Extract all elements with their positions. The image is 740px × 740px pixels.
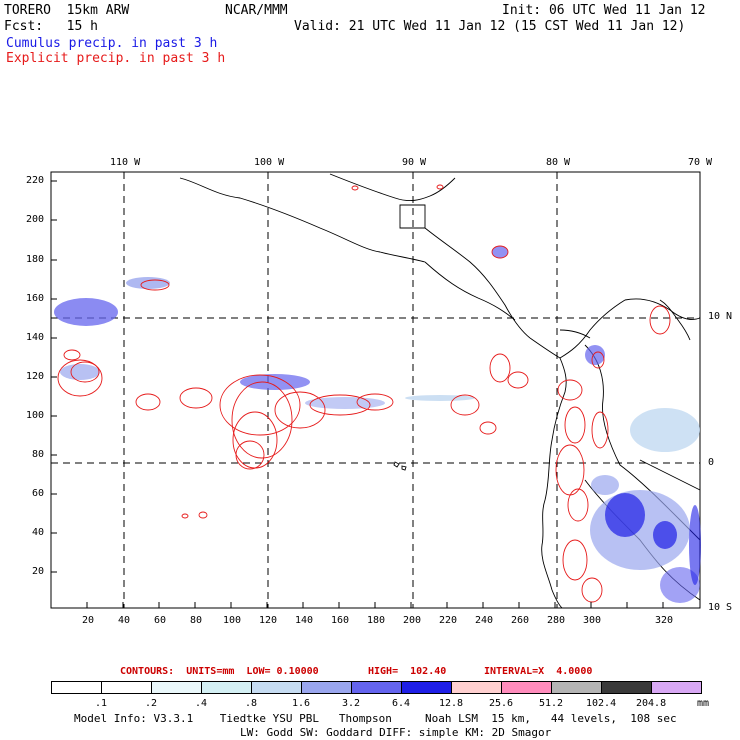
colorbar-label: 204.8 — [636, 698, 667, 709]
colorbar-label: 1.6 — [292, 698, 311, 709]
colorbar-label: 25.6 — [489, 698, 514, 709]
lat-label-10n: 10 N — [708, 311, 733, 322]
contour-high-text: HIGH= 102.40 — [368, 666, 447, 677]
cumulus-label: Cumulus precip. in past 3 h — [6, 36, 218, 51]
contour-units-text: CONTOURS: UNITS=mm LOW= 0.10000 — [120, 666, 319, 677]
cumulus-precip-shading — [54, 246, 701, 603]
colorbar-cell — [251, 681, 302, 694]
colorbar-label: .8 — [245, 698, 258, 709]
x-tick-240: 240 — [475, 615, 494, 626]
init-time: Init: 06 UTC Wed 11 Jan 12 — [502, 3, 706, 18]
x-tick-60: 60 — [154, 615, 167, 626]
x-tick-120: 120 — [259, 615, 278, 626]
graticule — [51, 172, 700, 608]
x-tick-200: 200 — [403, 615, 422, 626]
x-tick-280: 280 — [547, 615, 566, 626]
lon-label-70w: 70 W — [688, 157, 713, 168]
colorbar-cell — [201, 681, 252, 694]
colorbar-label: .1 — [95, 698, 108, 709]
lon-label-100w: 100 W — [254, 157, 285, 168]
lon-label-90w: 90 W — [402, 157, 427, 168]
colorbar-cell — [601, 681, 652, 694]
colorbar-label: 3.2 — [342, 698, 361, 709]
colorbar-label: 51.2 — [539, 698, 564, 709]
x-tick-140: 140 — [295, 615, 314, 626]
contour-interval-text: INTERVAL=X 4.0000 — [484, 666, 593, 677]
y-tick-220: 220 — [26, 175, 45, 186]
y-tick-160: 160 — [26, 293, 45, 304]
colorbar-cell — [101, 681, 152, 694]
colorbar-label: 12.8 — [439, 698, 464, 709]
center-label: NCAR/MMM — [225, 3, 288, 18]
colorbar — [51, 681, 702, 694]
y-tick-140: 140 — [26, 332, 45, 343]
x-tick-220: 220 — [439, 615, 458, 626]
colorbar-cell — [51, 681, 102, 694]
lon-label-110w: 110 W — [110, 157, 141, 168]
y-tick-60: 60 — [32, 488, 45, 499]
colorbar-label: .2 — [145, 698, 158, 709]
x-tick-20: 20 — [82, 615, 95, 626]
colorbar-cell — [551, 681, 602, 694]
y-tick-180: 180 — [26, 254, 45, 265]
y-tick-80: 80 — [32, 449, 45, 460]
colorbar-cell — [351, 681, 402, 694]
x-tick-100: 100 — [223, 615, 242, 626]
y-tick-40: 40 — [32, 527, 45, 538]
x-tick-marks — [86, 602, 664, 608]
colorbar-cell — [451, 681, 502, 694]
colorbar-cell — [401, 681, 452, 694]
lon-label-80w: 80 W — [546, 157, 571, 168]
explicit-label: Explicit precip. in past 3 h — [6, 51, 226, 66]
model-info-line1: Model Info: V3.3.1 Tiedtke YSU PBL Thomp… — [74, 712, 677, 725]
colorbar-label: 102.4 — [586, 698, 617, 709]
lat-label-10s: 10 S — [708, 602, 733, 613]
colorbar-cell — [651, 681, 702, 694]
y-tick-20: 20 — [32, 566, 45, 577]
x-tick-160: 160 — [331, 615, 350, 626]
colorbar-unit: mm — [697, 698, 710, 709]
x-tick-260: 260 — [511, 615, 530, 626]
y-tick-marks — [51, 180, 57, 573]
y-tick-100: 100 — [26, 410, 45, 421]
colorbar-label: .4 — [195, 698, 208, 709]
model-title: TORERO 15km ARW — [4, 3, 130, 18]
valid-time: Valid: 21 UTC Wed 11 Jan 12 (15 CST Wed … — [294, 19, 686, 34]
colorbar-cell — [301, 681, 352, 694]
model-info-line2: LW: Godd SW: Goddard DIFF: simple KM: 2D… — [240, 726, 552, 739]
x-tick-40: 40 — [118, 615, 131, 626]
y-tick-120: 120 — [26, 371, 45, 382]
x-tick-80: 80 — [190, 615, 203, 626]
forecast-hour: Fcst: 15 h — [4, 19, 98, 34]
lat-label-0: 0 — [708, 457, 715, 468]
x-tick-300: 300 — [583, 615, 602, 626]
colorbar-label: 6.4 — [392, 698, 411, 709]
x-tick-320: 320 — [655, 615, 674, 626]
colorbar-cell — [501, 681, 552, 694]
explicit-precip-contours — [57, 184, 671, 603]
colorbar-cell — [151, 681, 202, 694]
x-tick-180: 180 — [367, 615, 386, 626]
y-tick-200: 200 — [26, 214, 45, 225]
